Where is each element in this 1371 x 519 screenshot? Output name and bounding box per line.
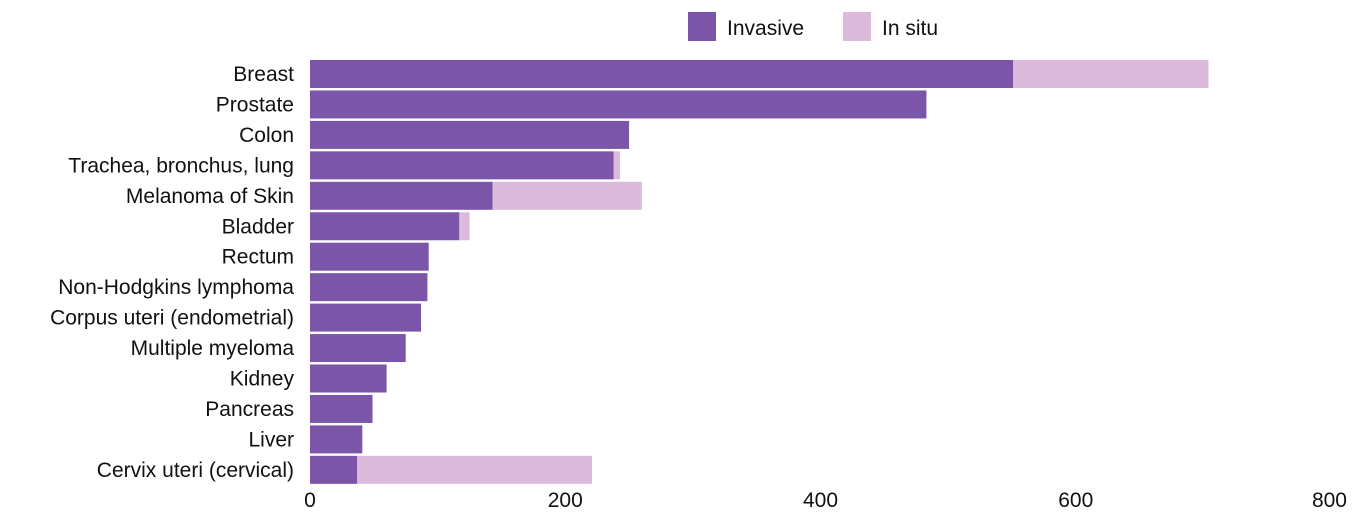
bar-invasive-multiple-myeloma (310, 334, 406, 363)
bar-invasive-trachea-bronchus-lung (310, 151, 614, 180)
x-tick-label: 800 (1312, 489, 1347, 512)
bar-in-situ-melanoma-of-skin (492, 181, 642, 210)
legend-swatch-invasive (688, 12, 716, 41)
category-label: Kidney (230, 368, 295, 391)
bar-invasive-breast (310, 60, 1014, 88)
category-label: Liver (248, 428, 294, 451)
category-label: Cervix uteri (cervical) (97, 459, 294, 482)
bar-invasive-liver (310, 425, 363, 454)
bar-in-situ-bladder (459, 212, 470, 241)
category-label: Corpus uteri (endometrial) (50, 307, 294, 330)
bar-invasive-corpus-uteri-endometrial (310, 303, 422, 332)
bar-invasive-melanoma-of-skin (310, 181, 493, 210)
category-label: Trachea, bronchus, lung (68, 154, 294, 177)
bar-invasive-kidney (310, 364, 387, 393)
x-tick-label: 600 (1058, 489, 1093, 512)
legend-swatch-in-situ (843, 12, 871, 41)
legend: Invasive In situ (688, 12, 938, 41)
bar-in-situ-cervix-uteri-cervical (357, 455, 593, 484)
x-tick-label: 200 (548, 489, 583, 512)
category-label: Melanoma of Skin (126, 185, 294, 208)
category-labels: Breast Prostate Colon Trachea, bronchus, lu… (50, 63, 294, 482)
category-label: Pancreas (205, 398, 294, 421)
category-label: Colon (239, 124, 294, 147)
bar-invasive-pancreas (310, 394, 373, 423)
bar-invasive-colon (310, 120, 630, 149)
category-label: Rectum (222, 246, 294, 269)
bars (310, 60, 1209, 484)
x-tick-label: 400 (803, 489, 838, 512)
category-label: Prostate (216, 93, 294, 116)
x-tick-label: 0 (304, 489, 316, 512)
category-label: Bladder (222, 215, 294, 238)
bar-invasive-bladder (310, 212, 460, 241)
bar-invasive-rectum (310, 242, 429, 271)
category-label: Multiple myeloma (131, 337, 295, 360)
legend-label-invasive: Invasive (727, 17, 804, 40)
category-label: Non-Hodgkins lymphoma (58, 276, 294, 299)
bar-in-situ-breast (1013, 60, 1209, 88)
bar-invasive-prostate (310, 90, 927, 119)
bar-invasive-non-hodgkins-lymphoma (310, 273, 428, 302)
bar-invasive-cervix-uteri-cervical (310, 455, 358, 484)
x-axis-ticks: 0 200 400 600 800 (304, 489, 1347, 512)
category-label: Breast (233, 63, 294, 86)
legend-label-in-situ: In situ (882, 17, 938, 40)
bar-in-situ-trachea-bronchus-lung (613, 151, 621, 180)
